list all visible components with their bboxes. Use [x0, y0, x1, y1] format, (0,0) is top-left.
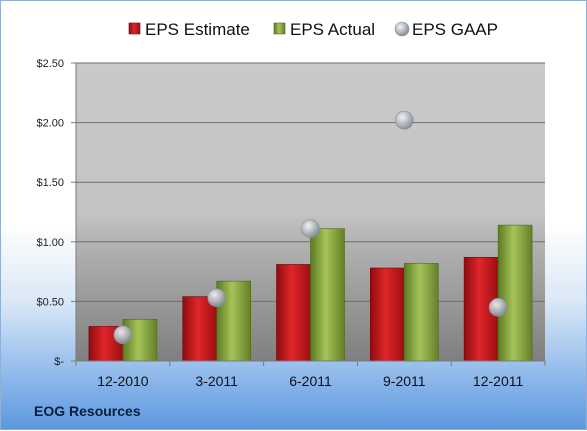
- bar-eps-actual: [497, 224, 533, 362]
- x-tick-label: 6-2011: [289, 373, 332, 389]
- y-tick-label: $1.50: [36, 177, 64, 189]
- legend-label: EPS Estimate: [145, 20, 250, 39]
- x-tick-label: 12-2010: [97, 373, 149, 389]
- point-eps-gaap: [488, 298, 508, 317]
- bar-eps-actual: [403, 262, 439, 362]
- point-eps-gaap: [394, 110, 414, 130]
- legend-eps-actual: EPS Actual: [273, 20, 375, 39]
- bar-eps-estimate: [369, 267, 405, 362]
- x-tick-label: 3-2011: [195, 373, 238, 389]
- y-tick-label: $2.50: [36, 58, 64, 70]
- legend-swatch: [394, 21, 410, 37]
- legend-swatch: [128, 22, 141, 35]
- x-tick-label: 12-2011: [473, 373, 524, 389]
- point-eps-gaap: [301, 219, 320, 238]
- legend-swatch: [273, 22, 286, 35]
- company-name: EOG Resources: [34, 403, 141, 419]
- legend-eps-estimate: EPS Estimate: [128, 20, 250, 39]
- bar-eps-estimate: [182, 296, 217, 362]
- y-tick-label: $0.50: [36, 296, 64, 308]
- bar-eps-actual: [310, 228, 345, 362]
- point-eps-gaap: [207, 288, 226, 308]
- bar-eps-estimate: [276, 264, 311, 362]
- point-eps-gaap: [113, 325, 133, 345]
- y-tick-label: $-: [54, 356, 64, 368]
- x-tick-label: 9-2011: [383, 373, 426, 389]
- y-tick-label: $1.00: [36, 237, 64, 249]
- legend-label: EPS GAAP: [412, 20, 498, 39]
- legend-eps-gaap: EPS GAAP: [394, 20, 498, 39]
- y-tick-label: $2.00: [36, 118, 64, 130]
- legend-label: EPS Actual: [290, 20, 375, 39]
